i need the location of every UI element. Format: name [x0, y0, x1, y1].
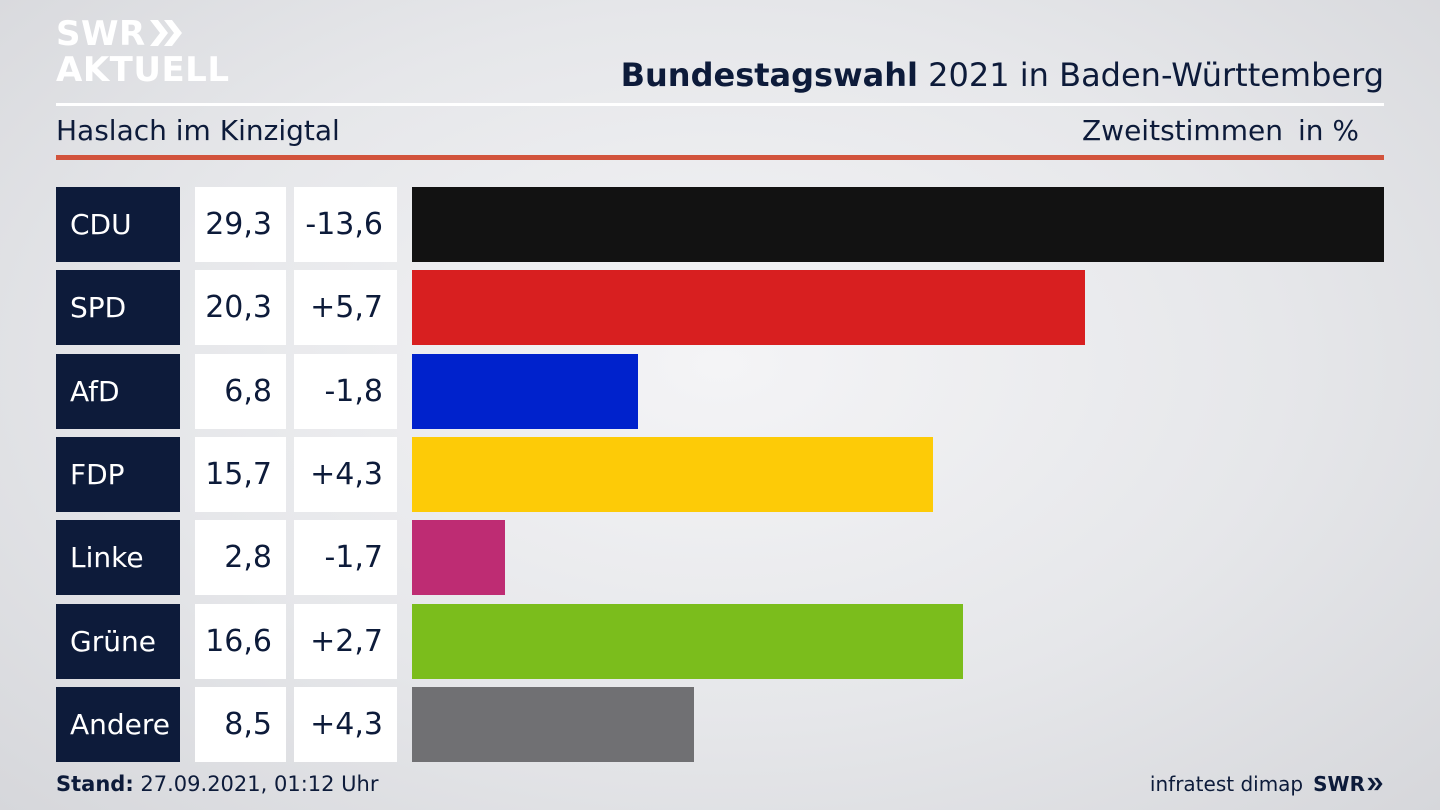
value-label: 15,7	[195, 437, 286, 512]
source-credit: infratest dimap SWR	[1150, 772, 1384, 796]
party-label: AfD	[56, 354, 180, 429]
bar-row-spd: SPD 20,3 +5,7	[0, 270, 1440, 345]
brand-chevrons-icon	[1367, 777, 1383, 791]
value-label: 2,8	[195, 520, 286, 595]
vote-type-label: Zweitstimmen	[1082, 114, 1283, 147]
diff-label: -13,6	[294, 187, 397, 262]
bar-spd	[412, 270, 1085, 345]
bar-row-linke: Linke 2,8 -1,7	[0, 520, 1440, 595]
bar-row-andere: Andere 8,5 +4,3	[0, 687, 1440, 762]
logo-chevrons-icon	[149, 20, 182, 46]
bar-grüne	[412, 604, 963, 679]
diff-label: +4,3	[294, 437, 397, 512]
title-bold: Bundestagswahl	[620, 56, 918, 94]
party-label: FDP	[56, 437, 180, 512]
diff-label: -1,8	[294, 354, 397, 429]
party-label: Linke	[56, 520, 180, 595]
value-label: 6,8	[195, 354, 286, 429]
bar-cdu	[412, 187, 1384, 262]
subtitle: Haslach im Kinzigtal	[56, 114, 340, 147]
value-label: 16,6	[195, 604, 286, 679]
bar-afd	[412, 354, 638, 429]
swr-brand-small: SWR	[1313, 772, 1384, 796]
value-label: 20,3	[195, 270, 286, 345]
timestamp: Stand: 27.09.2021, 01:12 Uhr	[56, 772, 379, 796]
page-title: Bundestagswahl 2021 in Baden-Württemberg	[621, 56, 1384, 94]
swr-aktuell-logo: SWR AKTUELL	[56, 16, 236, 94]
diff-label: +5,7	[294, 270, 397, 345]
bar-row-cdu: CDU 29,3 -13,6	[0, 187, 1440, 262]
bar-row-afd: AfD 6,8 -1,8	[0, 354, 1440, 429]
title-rest: 2021 in Baden-Württemberg	[917, 56, 1384, 94]
logo-swr-text: SWR	[56, 14, 146, 54]
unit-label: in %	[1298, 114, 1360, 147]
diff-label: +2,7	[294, 604, 397, 679]
stand-label: Stand:	[56, 772, 134, 796]
bar-andere	[412, 687, 694, 762]
bar-linke	[412, 520, 505, 595]
party-label: Grüne	[56, 604, 180, 679]
party-label: CDU	[56, 187, 180, 262]
brand-text: SWR	[1313, 772, 1365, 796]
party-label: Andere	[56, 687, 180, 762]
accent-divider	[56, 155, 1384, 160]
diff-label: +4,3	[294, 687, 397, 762]
stand-value: 27.09.2021, 01:12 Uhr	[133, 772, 379, 796]
logo-line-2: AKTUELL	[56, 50, 230, 90]
party-label: SPD	[56, 270, 180, 345]
source-label: infratest dimap	[1149, 772, 1304, 796]
bar-fdp	[412, 437, 933, 512]
header-divider	[56, 103, 1384, 106]
logo-line-1: SWR	[56, 16, 236, 52]
bar-row-fdp: FDP 15,7 +4,3	[0, 437, 1440, 512]
value-label: 29,3	[195, 187, 286, 262]
bar-row-grüne: Grüne 16,6 +2,7	[0, 604, 1440, 679]
value-label: 8,5	[195, 687, 286, 762]
diff-label: -1,7	[294, 520, 397, 595]
